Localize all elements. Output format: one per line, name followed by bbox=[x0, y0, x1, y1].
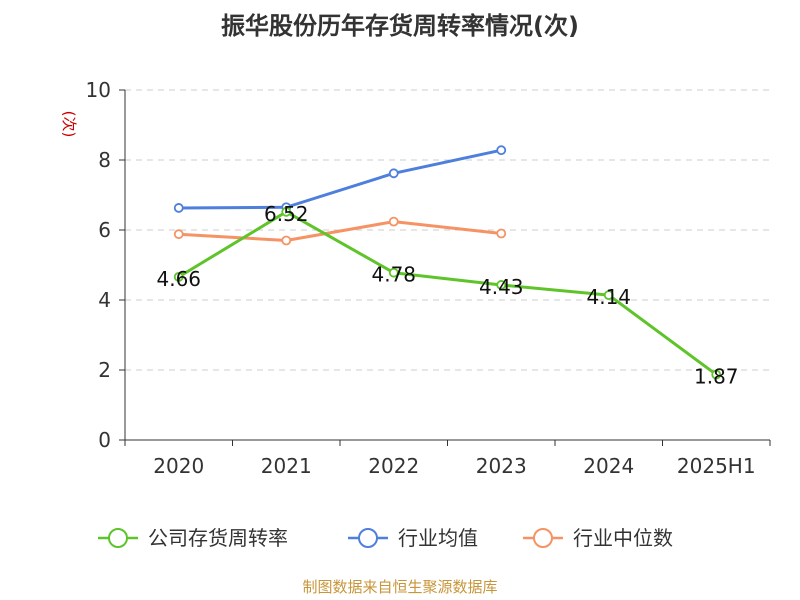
x-tick-label: 2024 bbox=[583, 454, 634, 478]
y-tick-label: 8 bbox=[98, 148, 111, 172]
y-tick-label: 10 bbox=[86, 78, 111, 102]
legend-label: 行业中位数 bbox=[573, 526, 673, 550]
x-tick-label: 2023 bbox=[476, 454, 527, 478]
data-labels: 4.66 6.52 4.78 4.43 4.14 1.87 bbox=[156, 202, 738, 389]
data-point bbox=[173, 229, 184, 240]
data-point bbox=[496, 228, 507, 239]
legend-marker bbox=[108, 528, 128, 548]
x-tick-label: 2022 bbox=[368, 454, 419, 478]
legend-marker bbox=[358, 528, 378, 548]
series-group bbox=[173, 145, 722, 380]
data-label: 4.43 bbox=[479, 275, 524, 299]
data-point bbox=[388, 267, 399, 278]
data-point bbox=[496, 145, 507, 156]
y-tick-label: 4 bbox=[98, 288, 111, 312]
data-point bbox=[388, 168, 399, 179]
series-line bbox=[178, 148, 502, 210]
data-label: 6.52 bbox=[264, 202, 309, 226]
source-note: 制图数据来自恒生聚源数据库 bbox=[302, 578, 497, 596]
data-point bbox=[173, 203, 184, 213]
data-point bbox=[173, 271, 184, 282]
x-tick-label: 2020 bbox=[153, 454, 204, 478]
data-point bbox=[603, 290, 614, 301]
data-point bbox=[711, 369, 722, 380]
chart-title: 振华股份历年存货周转率情况(次) bbox=[221, 12, 579, 40]
y-tick-label: 2 bbox=[98, 358, 111, 382]
data-label: 4.14 bbox=[586, 285, 631, 309]
legend-label: 公司存货周转率 bbox=[148, 526, 288, 550]
data-label: 1.87 bbox=[694, 365, 739, 389]
y-axis-unit-label: (次) bbox=[60, 111, 78, 138]
legend-label: 行业均值 bbox=[398, 526, 478, 550]
data-label: 4.66 bbox=[156, 267, 201, 291]
data-point bbox=[281, 235, 292, 246]
data-point bbox=[496, 280, 507, 290]
x-tick-label: 2021 bbox=[261, 454, 312, 478]
y-tick-label: 0 bbox=[98, 428, 111, 452]
axes: 0 2 4 6 8 10 2020 2021 2022 2023 2024 2025H1 bbox=[86, 78, 771, 478]
data-point bbox=[388, 216, 399, 227]
series-line bbox=[177, 210, 718, 376]
y-tick-label: 6 bbox=[98, 218, 111, 242]
series-line bbox=[178, 220, 502, 242]
data-point bbox=[281, 206, 292, 217]
legend: 公司存货周转率 行业均值 行业中位数 bbox=[98, 526, 673, 550]
gridlines bbox=[125, 89, 770, 371]
legend-marker bbox=[533, 528, 553, 548]
data-label: 4.78 bbox=[371, 263, 416, 287]
x-tick-label: 2025H1 bbox=[677, 454, 756, 478]
